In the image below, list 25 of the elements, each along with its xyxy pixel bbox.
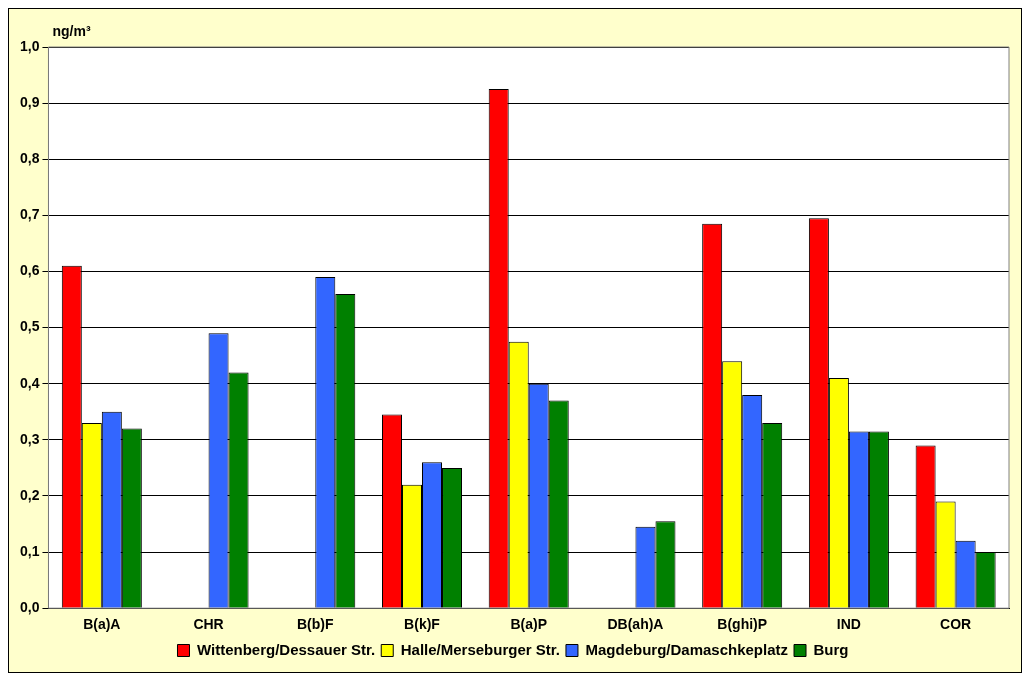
y-tick-label: 0,7 xyxy=(19,206,40,223)
y-tick-label: 0,8 xyxy=(19,150,40,167)
x-tick-label: B(a)A xyxy=(83,616,121,633)
x-tick-label: B(k)F xyxy=(404,616,441,633)
x-tick-label: CHR xyxy=(193,616,224,633)
legend-label: Magdeburg/Damaschkeplatz xyxy=(585,640,789,658)
y-tick-label: 0,3 xyxy=(19,430,40,447)
x-tick-label: B(b)F xyxy=(297,616,334,633)
x-tick-label: COR xyxy=(940,616,972,633)
y-tick-label: 1,0 xyxy=(19,37,40,54)
x-tick-label: B(ghi)P xyxy=(717,616,768,633)
y-tick-label: 0,6 xyxy=(19,262,40,279)
y-tick-label: 0,0 xyxy=(19,599,40,616)
y-tick-label: 0,1 xyxy=(19,542,40,559)
x-tick-label: B(a)P xyxy=(510,616,548,633)
y-tick-label: 0,4 xyxy=(19,374,40,391)
y-tick-label: 0,5 xyxy=(19,318,40,335)
legend-label: Halle/Merseburger Str. xyxy=(400,640,560,658)
legend-label: Burg xyxy=(813,640,849,658)
y-axis-title: ng/m³ xyxy=(52,22,91,39)
legend-label: Wittenberg/Dessauer Str. xyxy=(196,640,376,658)
y-tick-label: 0,9 xyxy=(19,93,40,110)
x-tick-label: DB(ah)A xyxy=(607,616,664,633)
y-tick-label: 0,2 xyxy=(19,486,40,503)
x-tick-label: IND xyxy=(836,616,861,633)
